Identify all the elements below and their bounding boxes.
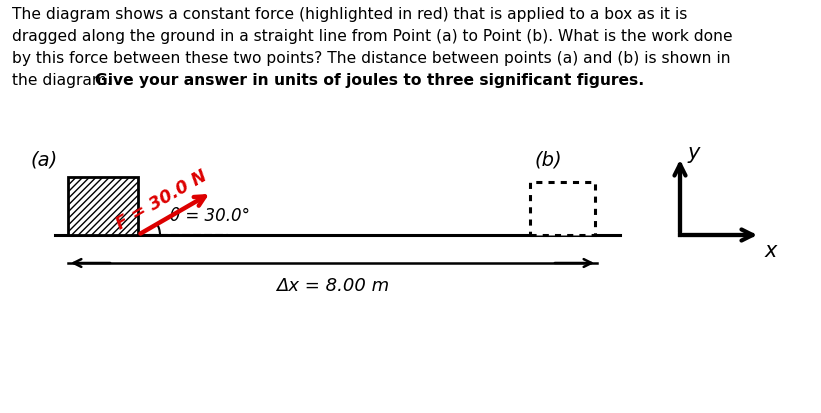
Text: dragged along the ground in a straight line from Point (a) to Point (b). What is: dragged along the ground in a straight l…: [12, 29, 732, 44]
Text: x: x: [765, 241, 777, 261]
Bar: [68, 177, 138, 235]
Text: the diagram.: the diagram.: [12, 73, 117, 88]
Text: Give your answer in units of joules to three significant figures.: Give your answer in units of joules to t…: [95, 73, 644, 88]
Text: (b): (b): [535, 151, 562, 170]
Text: θ = 30.0°: θ = 30.0°: [170, 207, 250, 225]
Text: Δx = 8.00 m: Δx = 8.00 m: [276, 277, 389, 295]
Text: F = 30.0 N: F = 30.0 N: [113, 167, 210, 233]
Text: (a): (a): [30, 150, 58, 169]
Text: The diagram shows a constant force (highlighted in red) that is applied to a box: The diagram shows a constant force (high…: [12, 7, 687, 22]
Text: y: y: [688, 143, 700, 163]
Text: by this force between these two points? The distance between points (a) and (b) : by this force between these two points? …: [12, 51, 731, 66]
Bar: [530, 182, 595, 235]
